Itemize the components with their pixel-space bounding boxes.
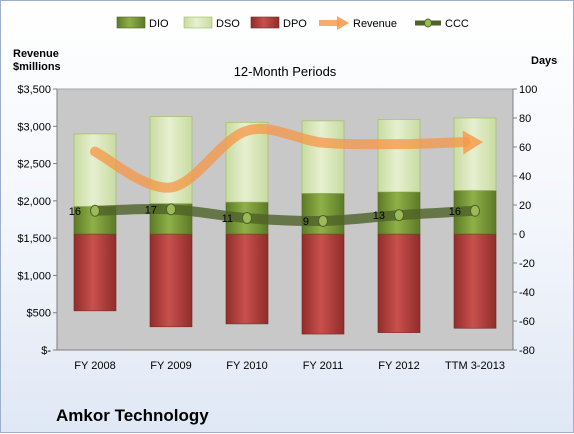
bar-dpo	[149, 233, 193, 328]
ccc-marker	[318, 214, 328, 227]
bar-dio	[301, 193, 345, 235]
right-tick-label: 100	[519, 84, 537, 96]
left-axis-title: $millions	[13, 61, 61, 73]
x-tick-label: FY 2012	[378, 360, 419, 372]
ccc-data-label: 17	[145, 204, 157, 216]
x-tick-label: FY 2011	[303, 360, 344, 372]
x-tick-label: TTM 3-2013	[445, 360, 505, 372]
bar-dpo	[73, 233, 117, 312]
bar-dpo	[453, 233, 497, 329]
right-tick-label: 0	[519, 229, 525, 241]
right-tick-label: -80	[519, 345, 535, 357]
legend-label-dio: DIO	[149, 18, 169, 30]
legend-label-dso: DSO	[216, 18, 240, 30]
left-axis-title: Revenue	[13, 48, 59, 60]
legend-swatch-dpo	[250, 16, 280, 29]
ccc-line	[90, 204, 480, 227]
legend-swatch-dso	[183, 16, 213, 29]
right-tick-label: 20	[519, 200, 531, 212]
company-name: Amkor Technology	[56, 406, 209, 425]
x-tick-label: FY 2009	[150, 360, 191, 372]
right-tick-label: -60	[519, 316, 535, 328]
x-tick-label: FY 2010	[226, 360, 267, 372]
right-tick-label: 80	[519, 113, 531, 125]
bar-dso	[377, 119, 421, 193]
legend-label-revenue: Revenue	[353, 18, 397, 30]
ccc-marker	[90, 204, 100, 217]
bar-dpo	[301, 233, 345, 335]
ccc-marker	[470, 204, 480, 217]
ccc-data-label: 16	[69, 206, 81, 218]
ccc-marker	[394, 209, 404, 222]
bar-dso	[73, 133, 117, 207]
ccc-marker	[166, 203, 176, 216]
revenue-line	[90, 123, 470, 193]
left-tick-label: $2,000	[17, 196, 51, 208]
right-tick-label: -20	[519, 258, 535, 270]
bar-dpo	[377, 233, 421, 333]
legend-swatch-ccc-marker	[424, 18, 432, 28]
legend-label-ccc: CCC	[445, 18, 469, 30]
legend-swatch-dio	[116, 16, 146, 29]
ccc-data-label: 11	[222, 213, 233, 225]
ccc-data-label: 13	[373, 210, 385, 222]
left-tick-label: $3,500	[17, 84, 51, 96]
bar-dpo	[225, 233, 269, 325]
left-tick-label: $1,500	[17, 233, 51, 245]
right-tick-label: -40	[519, 287, 535, 299]
left-tick-label: $1,000	[17, 270, 51, 282]
ccc-marker	[242, 212, 252, 225]
bar-dso	[453, 117, 497, 191]
legend-label-dpo: DPO	[283, 18, 307, 30]
ccc-data-label: 16	[449, 206, 461, 218]
x-tick-label: FY 2008	[74, 360, 115, 372]
right-tick-label: 40	[519, 171, 531, 183]
revenue-arrowhead	[462, 130, 483, 155]
right-axis-title: Days	[531, 55, 557, 67]
bar-dso	[301, 120, 345, 194]
left-tick-label: $-	[41, 345, 51, 357]
left-tick-label: $500	[27, 308, 51, 320]
legend-swatch-revenue-arrowhead	[337, 16, 349, 30]
left-tick-label: $3,000	[17, 121, 51, 133]
left-tick-label: $2,500	[17, 159, 51, 171]
ccc-data-label: 9	[303, 216, 309, 228]
chart-title: 12-Month Periods	[234, 64, 337, 79]
right-tick-label: 60	[519, 142, 531, 154]
